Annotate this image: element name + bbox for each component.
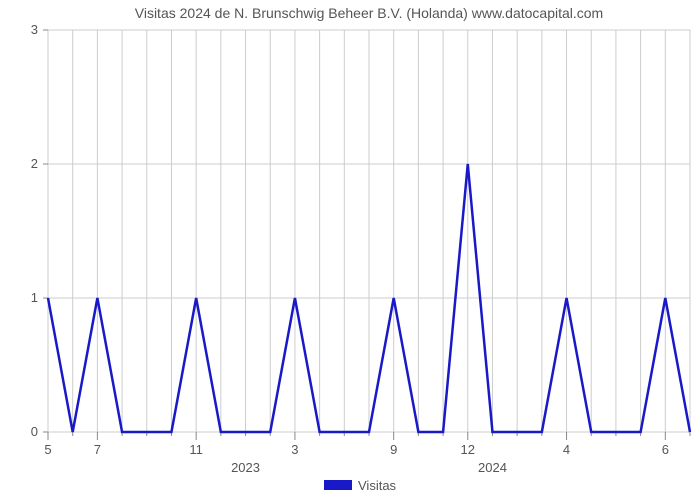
chart-title: Visitas 2024 de N. Brunschwig Beheer B.V… [135, 5, 603, 21]
x-tick-label: 3 [291, 442, 298, 457]
chart-background [0, 0, 700, 500]
x-tick-label: 5 [44, 442, 51, 457]
x-year-label: 2023 [231, 460, 260, 475]
x-tick-label: 12 [461, 442, 475, 457]
x-tick-label: 7 [94, 442, 101, 457]
x-tick-label: 11 [189, 442, 203, 457]
chart-container: 0123571139124620232024Visitas 2024 de N.… [0, 0, 700, 500]
x-tick-label: 6 [662, 442, 669, 457]
y-tick-label: 2 [31, 156, 38, 171]
y-tick-label: 1 [31, 290, 38, 305]
y-tick-label: 3 [31, 22, 38, 37]
visits-line-chart: 0123571139124620232024Visitas 2024 de N.… [0, 0, 700, 500]
x-tick-label: 4 [563, 442, 570, 457]
legend-label: Visitas [358, 478, 397, 493]
x-year-label: 2024 [478, 460, 507, 475]
x-tick-label: 9 [390, 442, 397, 457]
legend-swatch [324, 480, 352, 490]
y-tick-label: 0 [31, 424, 38, 439]
